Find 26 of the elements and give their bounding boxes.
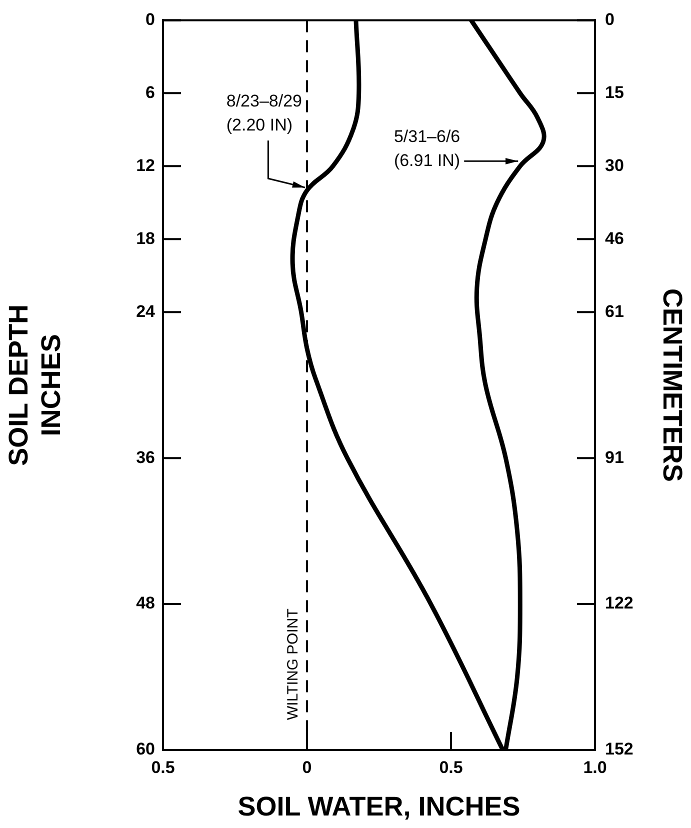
x-axis-title: SOIL WATER, INCHES	[238, 791, 520, 822]
x-tick-label: 0.5	[151, 758, 175, 777]
y2-tick-label: 46	[605, 228, 624, 248]
y2-tick-label: 0	[605, 10, 614, 29]
y2-axis-title: CENTIMETERS	[657, 288, 688, 482]
x-tick-label: 0.5	[439, 758, 463, 777]
y-tick-label: 0	[146, 10, 155, 29]
annotation: 5/31–6/6 (6.91 IN)	[394, 127, 460, 170]
y-axis-title: SOIL DEPTH INCHES	[4, 304, 66, 466]
y2-tick-label: 30	[605, 156, 624, 175]
ref-line-label: WILTING POINT	[284, 608, 302, 720]
y-tick-label: 12	[136, 156, 155, 175]
y-tick-label: 60	[136, 740, 155, 759]
y-tick-label: 48	[136, 594, 155, 613]
x-tick-label: 1.0	[583, 758, 607, 777]
y2-tick-label: 152	[605, 740, 634, 759]
y-tick-label: 24	[136, 302, 156, 321]
annotation: 8/23–8/29 (2.20 IN)	[226, 91, 302, 134]
y-tick-label: 6	[146, 82, 155, 102]
y2-tick-label: 91	[605, 448, 624, 467]
x-tick-label: 0	[302, 758, 312, 777]
y2-tick-label: 15	[605, 82, 624, 102]
y-tick-label: 36	[136, 448, 155, 467]
y2-tick-label: 122	[605, 594, 634, 613]
y-tick-label: 18	[136, 228, 155, 248]
y2-tick-label: 61	[605, 302, 624, 321]
